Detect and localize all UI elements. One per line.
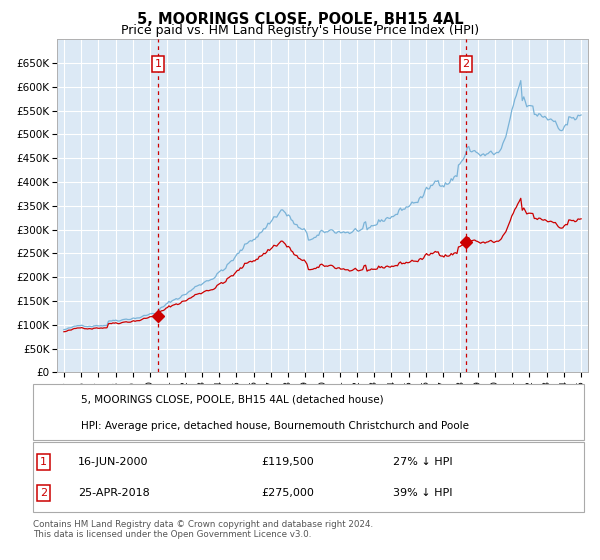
Text: 16-JUN-2000: 16-JUN-2000 xyxy=(78,457,149,467)
Text: £119,500: £119,500 xyxy=(261,457,314,467)
Text: 1: 1 xyxy=(40,457,47,467)
Text: 39% ↓ HPI: 39% ↓ HPI xyxy=(393,488,452,498)
Text: 25-APR-2018: 25-APR-2018 xyxy=(78,488,150,498)
Text: 5, MOORINGS CLOSE, POOLE, BH15 4AL (detached house): 5, MOORINGS CLOSE, POOLE, BH15 4AL (deta… xyxy=(81,394,383,404)
Text: 27% ↓ HPI: 27% ↓ HPI xyxy=(393,457,452,467)
Text: Contains HM Land Registry data © Crown copyright and database right 2024.
This d: Contains HM Land Registry data © Crown c… xyxy=(33,520,373,539)
Text: 2: 2 xyxy=(463,59,470,69)
Text: 5, MOORINGS CLOSE, POOLE, BH15 4AL: 5, MOORINGS CLOSE, POOLE, BH15 4AL xyxy=(137,12,463,27)
Text: Price paid vs. HM Land Registry's House Price Index (HPI): Price paid vs. HM Land Registry's House … xyxy=(121,24,479,36)
Text: £275,000: £275,000 xyxy=(261,488,314,498)
Text: 1: 1 xyxy=(155,59,161,69)
Text: HPI: Average price, detached house, Bournemouth Christchurch and Poole: HPI: Average price, detached house, Bour… xyxy=(81,421,469,431)
Text: 2: 2 xyxy=(40,488,47,498)
